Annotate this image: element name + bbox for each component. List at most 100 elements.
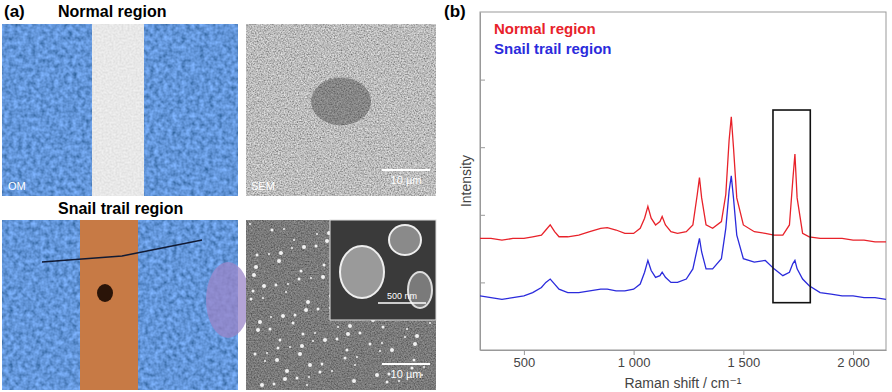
y-tick — [480, 80, 485, 81]
particle — [254, 265, 258, 269]
particle — [275, 358, 279, 362]
y-tick-mark — [480, 215, 485, 216]
x-tick: 1 500 — [728, 350, 761, 370]
particle — [306, 300, 310, 304]
x-tick-label: 500 — [514, 355, 536, 370]
particle — [348, 324, 352, 328]
particle — [304, 308, 308, 312]
particle — [293, 239, 295, 241]
particle — [352, 379, 356, 383]
particle — [258, 320, 262, 324]
electrode-stripe — [92, 24, 144, 196]
x-axis-title: Raman shift / cm⁻¹ — [624, 375, 741, 391]
particle — [308, 363, 312, 367]
particle — [302, 245, 306, 249]
particle — [386, 381, 389, 384]
particle — [337, 326, 339, 328]
particle — [287, 283, 289, 285]
particle — [256, 328, 260, 332]
particle — [256, 254, 259, 257]
particle — [321, 363, 324, 366]
figure: (a)Normal regionOMSEM10 µmSnail trail re… — [0, 0, 892, 392]
series-line — [480, 176, 886, 299]
y-tick-mark — [480, 147, 485, 148]
particle — [413, 342, 417, 346]
y-tick — [480, 282, 485, 283]
particle — [270, 316, 272, 318]
series-line — [480, 117, 886, 242]
snail-row: Snail trail region500 nm10 µm — [2, 200, 436, 390]
particle — [285, 291, 287, 293]
y-tick — [480, 147, 485, 148]
image-label: SEM — [251, 180, 275, 192]
particle — [356, 356, 358, 358]
x-tick: 500 — [514, 350, 536, 370]
particle — [346, 349, 349, 352]
particle — [314, 332, 316, 334]
particle — [249, 223, 251, 225]
particle — [262, 297, 264, 299]
particle — [277, 347, 280, 350]
particle — [321, 275, 325, 279]
om-image — [2, 220, 238, 390]
particle — [262, 284, 266, 288]
normal-row: Normal region OM SEM 10 µm — [2, 3, 436, 196]
scale-bar — [382, 363, 430, 365]
particle — [268, 253, 270, 255]
particle — [398, 380, 400, 382]
y-axis — [480, 13, 485, 351]
sem-shade — [246, 220, 436, 390]
particle — [292, 322, 295, 325]
particle — [250, 298, 253, 301]
particle — [252, 273, 256, 277]
x-tick: 1 000 — [618, 350, 651, 370]
particle — [283, 228, 285, 230]
panel-label: (b) — [444, 2, 466, 21]
panel-a: (a)Normal regionOMSEM10 µmSnail trail re… — [2, 2, 436, 390]
highlight-box — [773, 110, 810, 303]
y-tick-mark — [480, 282, 485, 283]
particle — [269, 328, 272, 331]
particle — [346, 332, 350, 336]
y-tick — [480, 215, 485, 216]
x-axis-line — [481, 350, 887, 351]
discoloration — [206, 262, 250, 338]
particle — [369, 343, 372, 346]
scale-bar-label: 10 µm — [391, 174, 422, 186]
scale-bar — [382, 169, 430, 171]
particle — [279, 339, 282, 342]
particle — [381, 342, 383, 344]
particle — [254, 353, 257, 356]
particle — [260, 383, 264, 387]
particle — [310, 277, 312, 279]
plot-marks — [480, 110, 886, 303]
legend: Normal regionSnail trail region — [494, 20, 612, 57]
legend-entry: Snail trail region — [494, 40, 612, 57]
row-title: Normal region — [58, 3, 166, 20]
panel-b: (b)5001 0001 5002 000Raman shift / cm⁻¹I… — [444, 2, 887, 391]
particle — [308, 376, 310, 378]
particle — [266, 352, 268, 354]
particle — [306, 384, 308, 386]
particle — [323, 264, 326, 267]
particle — [382, 326, 385, 329]
particle — [325, 239, 329, 243]
particle — [277, 259, 281, 263]
particle — [300, 270, 303, 273]
inset-particle — [389, 225, 421, 255]
row-title: Snail trail region — [58, 200, 183, 217]
particle — [289, 346, 291, 348]
particle — [283, 377, 287, 381]
y-axis-line — [480, 13, 481, 351]
image-label: OM — [8, 180, 26, 192]
particle — [315, 245, 318, 248]
particle — [300, 344, 304, 348]
x-tick-label: 1 500 — [728, 355, 761, 370]
particle — [379, 350, 381, 352]
crack — [42, 240, 202, 262]
inset-particle — [340, 246, 384, 298]
particle — [390, 348, 394, 352]
particle — [271, 229, 274, 232]
sem-image — [246, 24, 436, 196]
scale-bar-label: 10 µm — [391, 368, 422, 380]
